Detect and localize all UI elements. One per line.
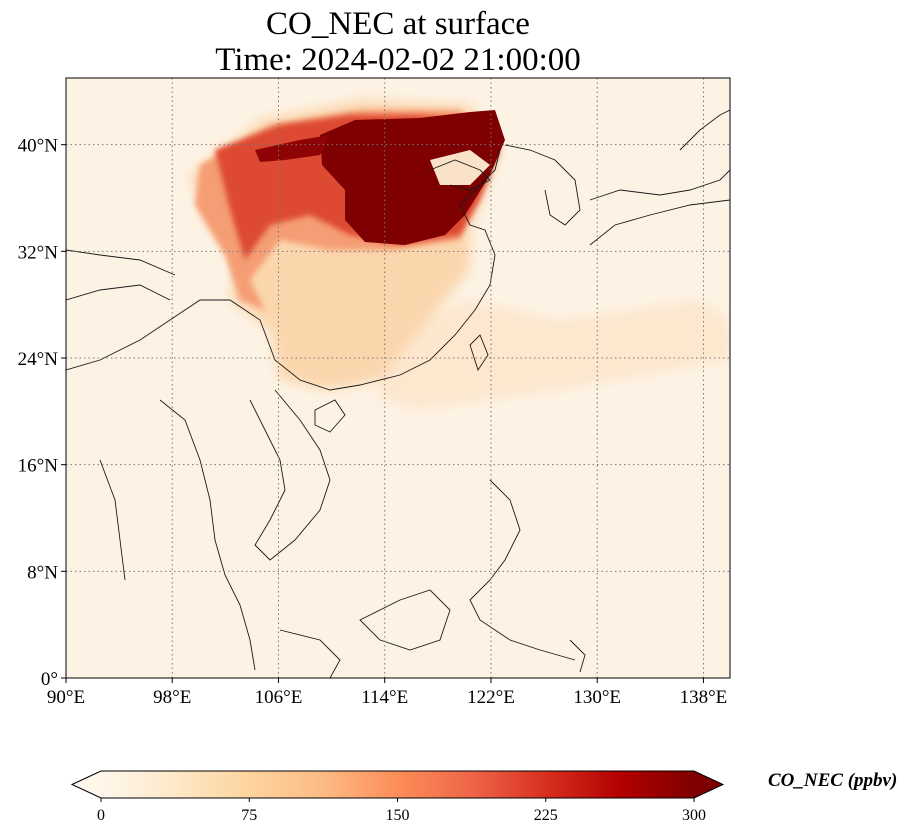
lon-tick-label-0: 90°E — [47, 687, 85, 708]
lon-tick-label-3: 114°E — [361, 687, 408, 708]
lat-tick-label-4: 32°N — [18, 242, 59, 263]
plot-subtitle: Time: 2024-02-02 21:00:00 — [215, 42, 581, 78]
colorbar-tick-label-3: 225 — [534, 807, 558, 824]
colorbar-tick-label-4: 300 — [682, 807, 706, 824]
lat-tick-label-3: 24°N — [18, 349, 59, 370]
concentration-field — [66, 100, 730, 678]
colorbar-gradient — [101, 771, 694, 798]
lat-tick-label-0: 0° — [41, 669, 58, 690]
map-gridlines — [66, 78, 730, 678]
lat-tick-label-1: 8°N — [27, 562, 58, 583]
coastlines — [66, 109, 730, 678]
lat-tick-label-2: 16°N — [18, 456, 59, 477]
colorbar: 0 75 150 225 300 — [70, 770, 725, 824]
lon-tick-label-2: 106°E — [255, 687, 303, 708]
colorbar-tick-label-1: 75 — [241, 807, 257, 824]
colorbar-extend-min — [72, 771, 101, 798]
longitude-axis: 90°E 98°E 106°E 114°E 122°E 130°E 138°E — [47, 678, 727, 708]
lon-tick-label-5: 130°E — [573, 687, 621, 708]
lon-tick-label-4: 122°E — [467, 687, 515, 708]
colorbar-extend-max — [694, 771, 723, 798]
colorbar-tick-label-2: 150 — [386, 807, 410, 824]
latitude-axis: 0° 8°N 16°N 24°N 32°N 40°N — [18, 136, 66, 690]
colorbar-tick-label-0: 0 — [97, 807, 105, 824]
map-frame — [65, 77, 731, 679]
colorbar-title: CO_NEC (ppbv) — [768, 770, 898, 791]
plume-core-west — [255, 135, 330, 162]
colorbar-ticks: 0 75 150 225 300 — [97, 798, 706, 824]
lat-tick-label-5: 40°N — [18, 136, 59, 157]
plume-haze-east — [380, 300, 730, 410]
plot-title: CO_NEC at surface — [266, 6, 530, 42]
plume-core — [320, 110, 505, 245]
bohai-sea-gap — [430, 150, 490, 185]
lon-tick-label-6: 138°E — [680, 687, 728, 708]
lon-tick-label-1: 98°E — [153, 687, 191, 708]
